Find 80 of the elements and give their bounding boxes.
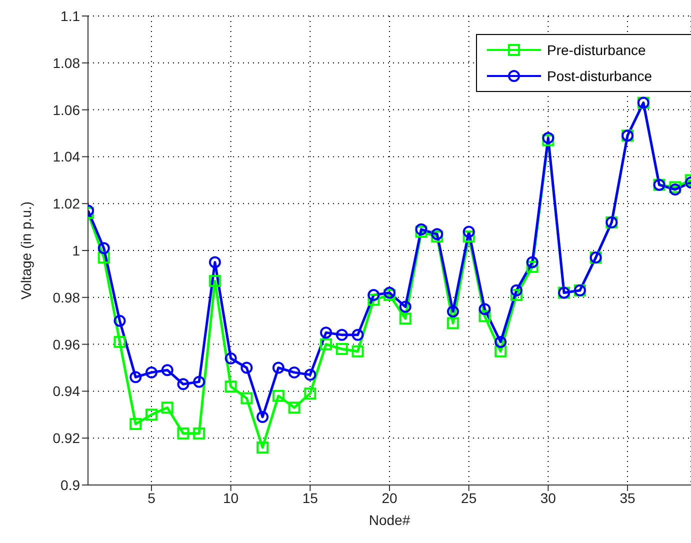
y-axis-title: Voltage (in p.u.): [18, 201, 34, 300]
point: [114, 314, 126, 327]
point: [288, 366, 300, 378]
point: [288, 402, 300, 414]
point: [208, 256, 221, 268]
point: [145, 408, 158, 421]
point: [145, 366, 158, 378]
point: [177, 378, 190, 390]
point: [130, 418, 142, 430]
point: [478, 303, 491, 316]
point: [352, 345, 364, 358]
point: [320, 326, 332, 339]
point: [193, 376, 206, 388]
point: [240, 362, 253, 374]
y-tick-label: 1: [72, 242, 80, 258]
point: [510, 284, 522, 296]
point: [240, 392, 253, 404]
point: [193, 427, 206, 440]
x-tick-label: 25: [461, 490, 477, 506]
point: [161, 364, 174, 376]
legend-label: Post-disturbance: [547, 68, 652, 84]
point: [256, 410, 269, 423]
point: [526, 260, 538, 273]
point: [368, 294, 380, 306]
point: [399, 300, 412, 313]
point: [224, 380, 237, 393]
point: [161, 402, 174, 414]
x-tick-label: 15: [302, 490, 318, 506]
point: [256, 441, 269, 454]
point: [368, 289, 380, 302]
y-tick-label: 1.04: [52, 148, 80, 165]
x-tick-label: 30: [540, 490, 556, 506]
point: [352, 328, 364, 341]
point: [462, 226, 475, 238]
point: [114, 336, 126, 348]
point: [98, 252, 110, 264]
point: [384, 289, 396, 302]
point: [336, 328, 348, 341]
point: [542, 132, 554, 144]
y-tick-label: 1.1: [60, 8, 80, 24]
x-tick-label: 35: [620, 490, 636, 506]
legend-label: Pre-disturbance: [547, 42, 646, 58]
point: [272, 390, 284, 402]
point: [446, 305, 459, 318]
y-tick-label: 1.06: [52, 102, 80, 118]
point: [510, 289, 522, 302]
point: [336, 342, 348, 355]
point: [446, 317, 459, 330]
point: [669, 181, 682, 194]
x-tick-label: 10: [223, 490, 239, 506]
x-tick-label: 20: [382, 490, 398, 506]
point: [542, 134, 554, 146]
y-tick-label: 0.9: [60, 476, 80, 493]
point: [399, 312, 412, 325]
point: [272, 362, 284, 374]
point: [130, 371, 142, 384]
point: [224, 352, 237, 364]
point: [669, 184, 682, 196]
y-tick-label: 1.02: [52, 196, 80, 212]
y-tick-label: 0.92: [52, 430, 80, 446]
y-tick-label: 0.98: [52, 289, 80, 306]
point: [208, 274, 221, 287]
point: [304, 368, 316, 381]
x-axis-title: Node#: [368, 512, 410, 528]
point: [320, 338, 332, 350]
point: [304, 388, 316, 400]
point: [384, 286, 396, 299]
y-tick-label: 0.96: [52, 336, 80, 352]
point: [177, 427, 190, 440]
point: [494, 345, 507, 358]
point: [415, 223, 428, 236]
point: [494, 336, 507, 348]
x-tick-label: 5: [148, 490, 156, 506]
point: [478, 310, 491, 322]
point: [98, 242, 110, 254]
y-tick-label: 1.08: [52, 54, 80, 71]
point: [462, 230, 475, 242]
point: [415, 226, 428, 238]
point: [526, 256, 538, 268]
y-tick-label: 0.94: [52, 383, 80, 400]
